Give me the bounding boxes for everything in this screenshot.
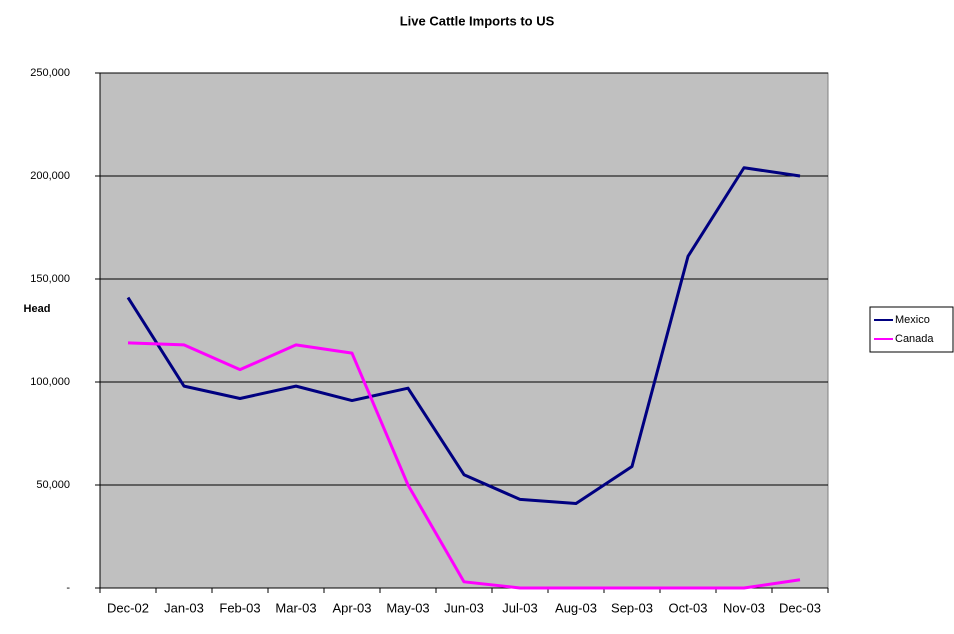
y-tick-label: 150,000	[30, 273, 70, 285]
x-tick-label: Dec-02	[107, 600, 149, 615]
y-tick-label: 250,000	[30, 67, 70, 79]
x-tick-label: Jun-03	[444, 600, 484, 615]
x-tick-label: Aug-03	[555, 600, 597, 615]
x-tick-label: Mar-03	[275, 600, 316, 615]
x-tick-label: May-03	[386, 600, 429, 615]
y-tick-label: 100,000	[30, 376, 70, 388]
plot-area	[99, 72, 829, 589]
x-tick-label: Sep-03	[611, 600, 653, 615]
line-series	[127, 341, 801, 590]
x-tick-label: Jul-03	[502, 600, 537, 615]
legend-label: Canada	[895, 333, 934, 345]
line-series	[126, 166, 801, 506]
x-tick-label: Nov-03	[723, 600, 765, 615]
legend	[869, 306, 954, 353]
y-tick-label: -	[66, 582, 70, 594]
x-tick-label: Oct-03	[668, 600, 707, 615]
chart-title: Live Cattle Imports to US	[400, 13, 555, 28]
x-tick-label: Apr-03	[332, 600, 371, 615]
y-axis-label: Head	[24, 303, 51, 315]
y-tick-label: 50,000	[36, 479, 70, 491]
x-tick-label: Jan-03	[164, 600, 204, 615]
legend-label: Mexico	[895, 314, 930, 326]
x-tick-label: Feb-03	[219, 600, 260, 615]
x-tick-label: Dec-03	[779, 600, 821, 615]
y-tick-label: 200,000	[30, 170, 70, 182]
